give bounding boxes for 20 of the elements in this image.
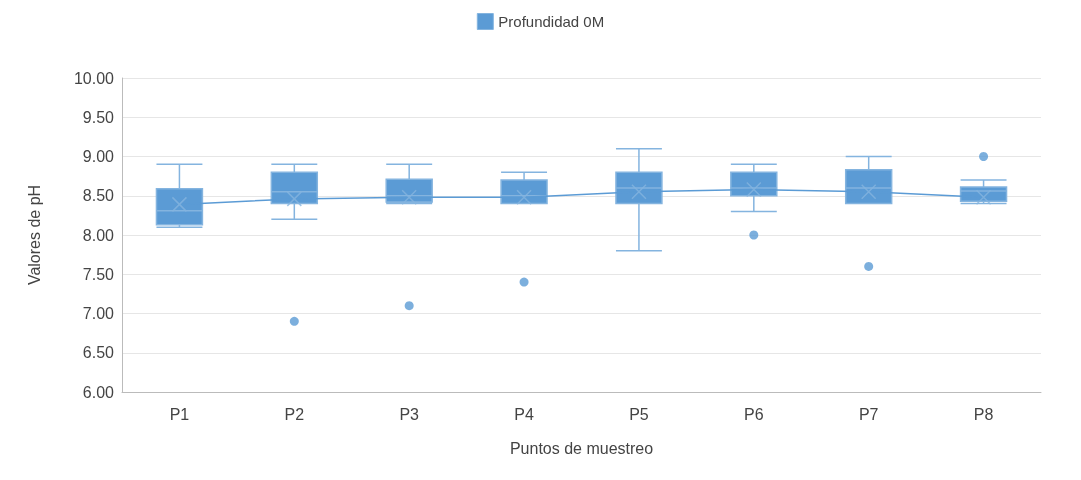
- x-tick-label: P5: [629, 405, 649, 423]
- y-tick-label: 10.00: [73, 69, 115, 87]
- y-tick-label: 9.00: [82, 148, 115, 165]
- y-tick-label: 6.50: [82, 344, 115, 362]
- x-tick-label: P4: [514, 405, 534, 423]
- y-tick-label: 8.50: [82, 187, 115, 205]
- x-tick-label: P3: [399, 405, 420, 423]
- y-tick-label: 8.00: [82, 226, 115, 244]
- x-tick-label: P6: [744, 405, 764, 423]
- x-tick-label: P2: [284, 405, 305, 423]
- y-tick-label: 7.50: [82, 265, 115, 283]
- y-axis-title: Valores de pH: [25, 184, 43, 286]
- x-tick-label: P1: [169, 405, 190, 423]
- legend-label: Profundidad 0M: [498, 13, 605, 30]
- x-tick-label: P7: [858, 405, 879, 423]
- y-tick-label: 7.00: [82, 305, 115, 322]
- x-tick-label: P8: [973, 405, 994, 423]
- x-axis-title: Puntos de muestreo: [509, 439, 654, 457]
- y-tick-label: 6.00: [82, 383, 115, 401]
- y-tick-label: 9.50: [82, 108, 115, 126]
